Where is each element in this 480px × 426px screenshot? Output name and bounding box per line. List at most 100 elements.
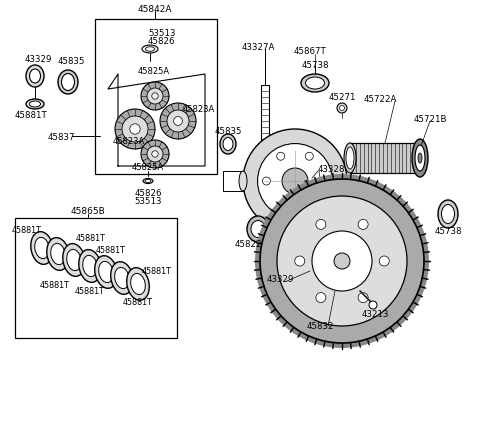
Text: 43328: 43328: [318, 164, 346, 173]
Circle shape: [282, 169, 308, 195]
Text: 45738: 45738: [434, 227, 462, 236]
Text: 45881T: 45881T: [96, 246, 126, 255]
Text: 45881T: 45881T: [12, 226, 42, 235]
Circle shape: [152, 152, 158, 158]
Bar: [15, 219, 177, 338]
Ellipse shape: [337, 104, 347, 114]
Text: 53513: 53513: [148, 29, 176, 38]
Text: 45826: 45826: [134, 189, 162, 198]
Ellipse shape: [260, 180, 424, 343]
Ellipse shape: [31, 232, 53, 265]
Ellipse shape: [29, 70, 40, 84]
Ellipse shape: [346, 148, 354, 170]
Circle shape: [295, 256, 305, 266]
Ellipse shape: [312, 231, 372, 291]
Ellipse shape: [160, 104, 196, 140]
Circle shape: [258, 144, 333, 219]
Text: 45881T: 45881T: [15, 110, 48, 119]
Text: 45835: 45835: [214, 127, 242, 136]
Ellipse shape: [115, 268, 129, 289]
Text: 53513: 53513: [134, 197, 162, 206]
Text: 45738: 45738: [301, 60, 329, 69]
Text: 45822: 45822: [234, 240, 262, 249]
Circle shape: [320, 178, 327, 186]
Ellipse shape: [223, 138, 233, 151]
Ellipse shape: [239, 172, 247, 192]
Circle shape: [263, 178, 270, 186]
Ellipse shape: [145, 180, 151, 183]
Text: 45837: 45837: [48, 132, 75, 141]
Ellipse shape: [247, 216, 269, 242]
Text: 45881T: 45881T: [123, 298, 153, 307]
Ellipse shape: [35, 238, 49, 259]
Text: 45867T: 45867T: [294, 47, 326, 56]
Ellipse shape: [58, 71, 78, 95]
Ellipse shape: [344, 144, 356, 173]
Circle shape: [276, 202, 285, 210]
Text: 45881T: 45881T: [76, 234, 106, 243]
Ellipse shape: [61, 74, 74, 91]
Text: 45823A: 45823A: [113, 137, 145, 146]
Ellipse shape: [67, 250, 81, 271]
Ellipse shape: [122, 117, 148, 143]
Text: 45865B: 45865B: [71, 207, 106, 216]
Circle shape: [243, 130, 347, 233]
Text: 43327A: 43327A: [241, 43, 275, 52]
Bar: [95, 20, 217, 175]
Text: 43213: 43213: [361, 310, 389, 319]
Ellipse shape: [412, 140, 428, 178]
Ellipse shape: [442, 205, 455, 224]
Ellipse shape: [143, 179, 153, 184]
Circle shape: [316, 220, 326, 230]
Text: 45825A: 45825A: [132, 162, 164, 171]
Circle shape: [369, 301, 377, 309]
Ellipse shape: [147, 147, 163, 163]
Ellipse shape: [115, 110, 155, 150]
Ellipse shape: [145, 48, 155, 52]
Ellipse shape: [79, 250, 101, 283]
Circle shape: [130, 124, 140, 135]
Ellipse shape: [415, 146, 425, 172]
Text: 45842A: 45842A: [138, 5, 172, 14]
Ellipse shape: [141, 141, 169, 169]
Ellipse shape: [127, 268, 149, 301]
Ellipse shape: [277, 196, 407, 326]
Ellipse shape: [220, 135, 236, 155]
Text: 45881T: 45881T: [40, 280, 70, 289]
Text: 45826: 45826: [148, 36, 176, 46]
Ellipse shape: [339, 106, 345, 111]
Ellipse shape: [95, 256, 117, 289]
Circle shape: [358, 220, 368, 230]
Circle shape: [305, 202, 313, 210]
Ellipse shape: [418, 154, 422, 164]
Text: 45823A: 45823A: [183, 104, 215, 113]
Ellipse shape: [141, 83, 169, 111]
Circle shape: [358, 293, 368, 303]
Ellipse shape: [305, 78, 324, 90]
Bar: [223, 172, 245, 192]
Circle shape: [379, 256, 389, 266]
Text: 45832: 45832: [306, 322, 334, 331]
Ellipse shape: [26, 66, 44, 88]
Circle shape: [334, 253, 350, 269]
Ellipse shape: [26, 100, 44, 110]
Ellipse shape: [438, 201, 458, 228]
Ellipse shape: [111, 262, 133, 295]
Text: 45835: 45835: [58, 58, 85, 66]
Circle shape: [174, 117, 182, 126]
Ellipse shape: [83, 256, 97, 277]
Text: 43329: 43329: [266, 274, 294, 283]
Ellipse shape: [147, 89, 163, 105]
Circle shape: [152, 94, 158, 100]
Ellipse shape: [131, 274, 145, 295]
Ellipse shape: [29, 102, 40, 108]
Circle shape: [305, 153, 313, 161]
Bar: [261, 86, 269, 151]
Ellipse shape: [63, 244, 85, 277]
Ellipse shape: [167, 111, 189, 132]
Ellipse shape: [99, 262, 113, 283]
Ellipse shape: [255, 175, 429, 348]
Ellipse shape: [301, 75, 329, 93]
Text: 45881T: 45881T: [75, 286, 105, 295]
Text: 45271: 45271: [328, 92, 356, 101]
